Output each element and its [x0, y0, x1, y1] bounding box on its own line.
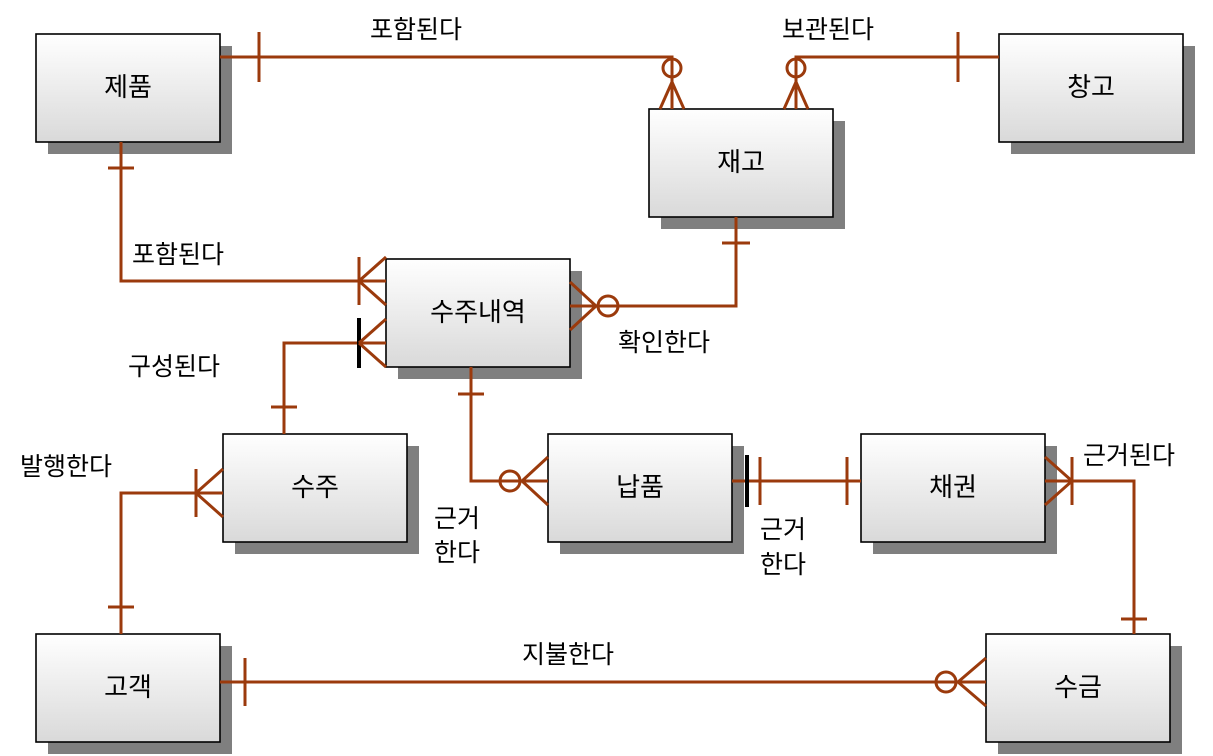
- relationship-label: 확인한다: [618, 328, 710, 357]
- entity-collection: 수금: [985, 633, 1182, 754]
- rel-warehouse-inventory: [782, 32, 999, 110]
- entity-order-detail: 수주내역: [385, 258, 582, 379]
- relationship-label: 포함된다: [132, 240, 224, 269]
- entity-label: 재고: [717, 148, 765, 178]
- rel-customer-collection: [220, 656, 987, 708]
- relationship-label: 발행한다: [20, 452, 112, 481]
- relationship-label: 지불한다: [522, 640, 614, 669]
- relationship-label: 근거된다: [1083, 441, 1175, 470]
- rel-receivable-collection: [1044, 455, 1147, 634]
- entity-order: 수주: [222, 433, 419, 554]
- entity-label: 수주: [291, 473, 339, 503]
- relationship-label: 한다: [760, 550, 806, 579]
- entity-label: 수금: [1054, 673, 1102, 703]
- rel-order-detail-delivery: [458, 367, 550, 507]
- relationship-label: 근거: [434, 504, 480, 533]
- entity-customer: 고객: [35, 633, 232, 754]
- rel-product-inventory: [220, 32, 686, 110]
- entity-product: 제품: [35, 33, 232, 154]
- rel-order-order-detail: [271, 317, 387, 434]
- entity-label: 고객: [104, 673, 152, 703]
- relationship-label: 구성된다: [128, 352, 220, 381]
- entity-warehouse: 창고: [998, 33, 1195, 154]
- entity-receivable: 채권: [860, 433, 1057, 554]
- relationship-label: 근거: [760, 515, 806, 544]
- rel-inventory-order-detail: [568, 217, 750, 332]
- rel-product-order-detail: [108, 142, 387, 307]
- entity-inventory: 재고: [648, 108, 845, 229]
- relationship-label: 포함된다: [370, 15, 462, 44]
- relationship-label: 보관된다: [782, 15, 874, 44]
- entity-delivery: 납품: [547, 433, 744, 554]
- entity-label: 채권: [929, 473, 977, 503]
- entity-label: 제품: [104, 73, 152, 103]
- entity-label: 수주내역: [430, 298, 526, 328]
- relationship-label: 한다: [434, 538, 480, 567]
- entity-label: 창고: [1067, 73, 1115, 103]
- rel-customer-order: [108, 467, 224, 634]
- rel-delivery-receivable: [732, 455, 861, 507]
- entity-label: 납품: [616, 473, 664, 503]
